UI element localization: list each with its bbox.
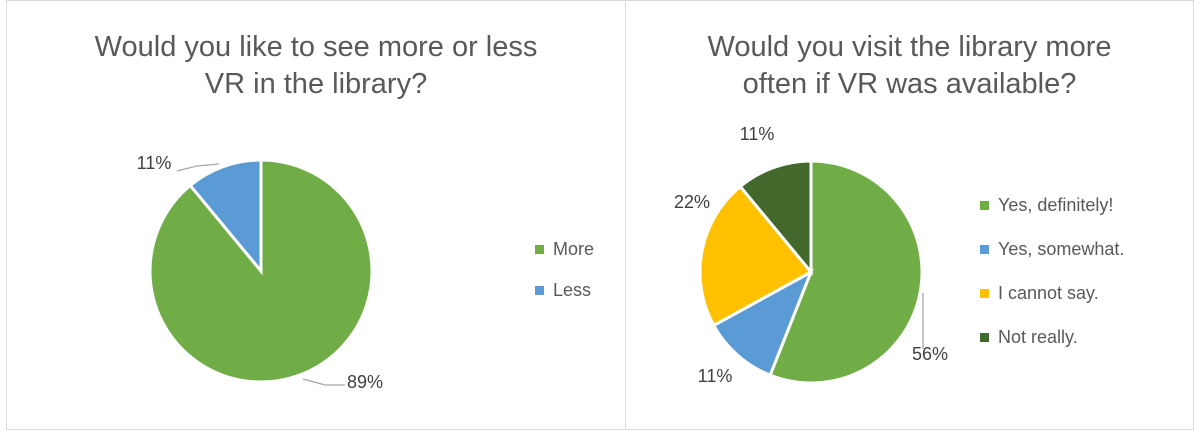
- data-label: 22%: [674, 192, 710, 212]
- legend: More Less: [535, 237, 594, 302]
- legend-item: Yes, definitely!: [980, 193, 1124, 217]
- legend-label: I cannot say.: [998, 283, 1099, 304]
- legend-label: Not really.: [998, 327, 1078, 348]
- legend-item: Yes, somewhat.: [980, 237, 1124, 261]
- data-label: 56%: [912, 344, 948, 364]
- legend-label: Yes, somewhat.: [998, 239, 1124, 260]
- data-label: 89%: [347, 372, 383, 392]
- legend-swatch: [535, 286, 544, 295]
- legend-swatch: [980, 201, 989, 210]
- legend: Yes, definitely! Yes, somewhat. I cannot…: [980, 193, 1124, 349]
- legend-swatch: [980, 289, 989, 298]
- data-label: 11%: [137, 153, 172, 173]
- chart-panel-right: Would you visit the library more often i…: [625, 0, 1194, 430]
- legend-swatch: [535, 245, 544, 254]
- legend-item: Less: [535, 278, 594, 302]
- legend-label: Less: [553, 280, 591, 301]
- legend-swatch: [980, 245, 989, 254]
- leader-line: [303, 379, 345, 385]
- legend-item: Not really.: [980, 325, 1124, 349]
- legend-swatch: [980, 333, 989, 342]
- data-label: 11%: [740, 124, 775, 144]
- legend-item: I cannot say.: [980, 281, 1124, 305]
- legend-label: Yes, definitely!: [998, 195, 1113, 216]
- legend-item: More: [535, 237, 594, 261]
- chart-panel-left: Would you like to see more or less VR in…: [6, 0, 626, 430]
- legend-label: More: [553, 239, 594, 260]
- pie-chart: 89% 11%: [7, 1, 627, 431]
- data-label: 11%: [698, 366, 733, 386]
